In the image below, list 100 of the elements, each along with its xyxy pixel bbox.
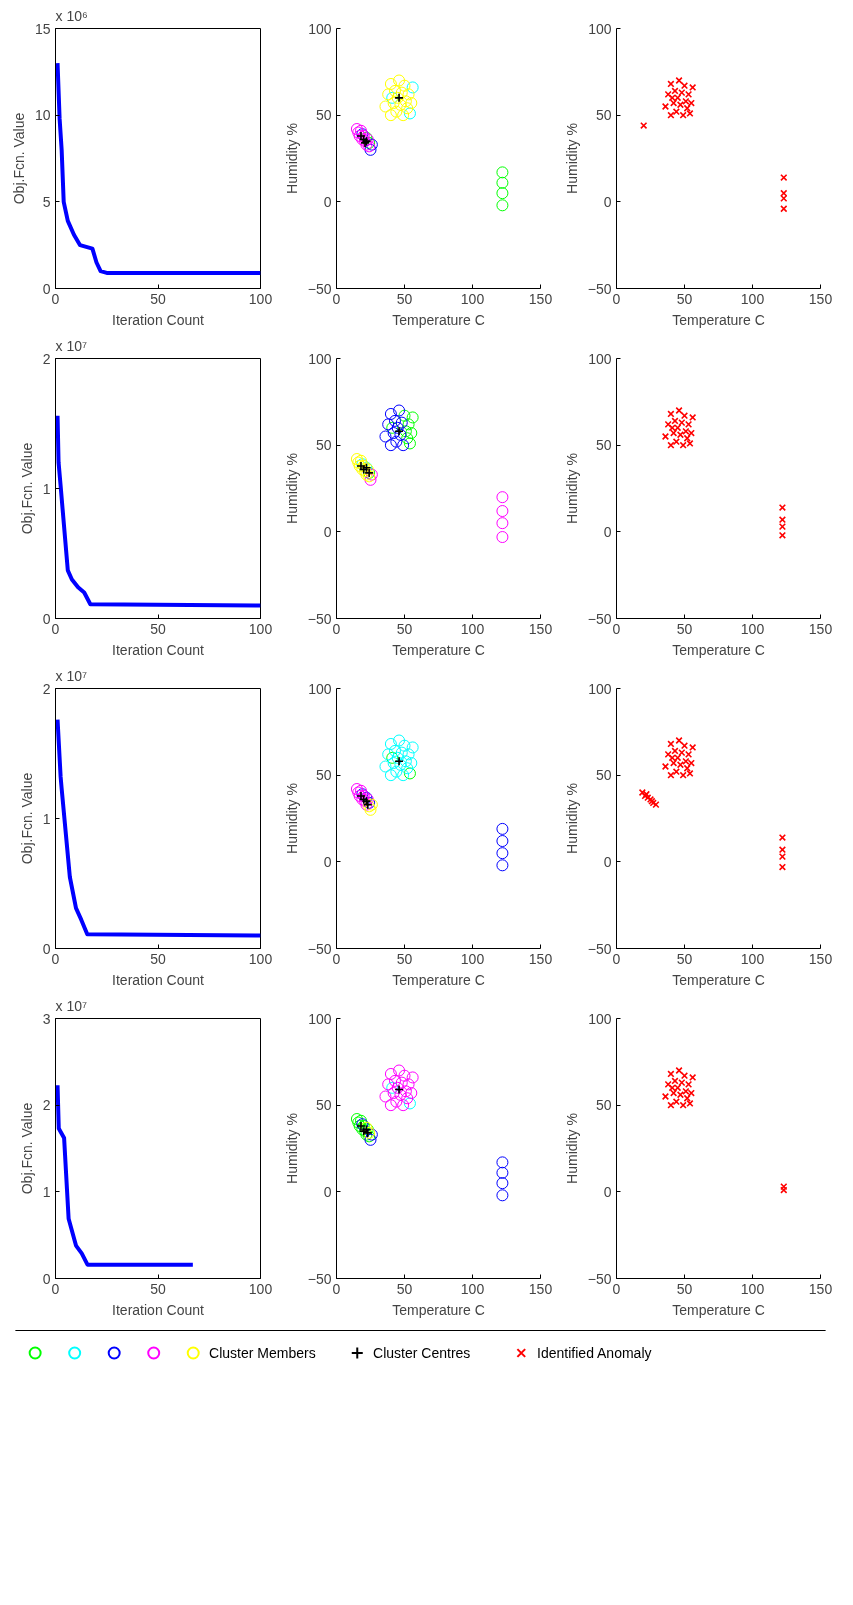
x-tick-label: 50 (150, 950, 166, 967)
y-tick-label: 3 (42, 1010, 51, 1027)
x-axis-title: Temperature C (392, 971, 485, 988)
legend-label: Identified Anomaly (537, 1345, 652, 1361)
x-tick-label: 50 (396, 1280, 413, 1297)
x-tick-label: 100 (740, 620, 765, 637)
y-tick-label: −50 (587, 280, 612, 297)
y-tick-label: 1 (42, 810, 51, 827)
x-tick-label: 50 (676, 950, 693, 967)
y-axis-title: Humidity % (283, 783, 300, 854)
y-tick-label: 0 (323, 853, 332, 870)
y-tick-label: 100 (588, 1010, 612, 1027)
x-tick-label: 100 (460, 620, 485, 637)
y-tick-label: 50 (595, 1097, 612, 1114)
y-tick-label: 50 (315, 1097, 332, 1114)
text: x 10⁷ (55, 667, 88, 684)
x-tick-label: 100 (248, 950, 273, 967)
y-tick-label: 10 (34, 107, 51, 124)
y-tick-label: −50 (587, 940, 612, 957)
y-tick-label: 1 (42, 1183, 51, 1200)
y-tick-label: 0 (603, 1183, 612, 1200)
x-axis-title: Temperature C (672, 311, 765, 328)
y-tick-label: 100 (308, 1010, 332, 1027)
y-tick-label: −50 (587, 610, 612, 627)
y-tick-label: 100 (588, 350, 612, 367)
x-tick-label: 50 (150, 1280, 166, 1297)
x-axis-title: Temperature C (672, 1301, 765, 1318)
x-tick-label: 150 (808, 620, 833, 637)
legend-label: Cluster Centres (373, 1345, 471, 1361)
x-tick-label: 50 (396, 620, 413, 637)
y-tick-label: 100 (588, 20, 612, 37)
y-tick-label: 5 (42, 193, 51, 210)
y-tick-label: −50 (307, 940, 332, 957)
y-axis-title: Obj.Fcn. Value (18, 442, 35, 535)
y-tick-label: 0 (603, 193, 612, 210)
y-tick-label: 50 (315, 767, 332, 784)
y-tick-label: 50 (315, 107, 332, 124)
x-tick-label: 150 (528, 950, 553, 967)
x-tick-label: 100 (740, 290, 765, 307)
y-tick-label: 50 (595, 437, 612, 454)
x-tick-label: 100 (740, 1280, 765, 1297)
y-axis-title: Humidity % (563, 123, 580, 194)
x-tick-label: 50 (396, 950, 413, 967)
text: x 10⁷ (55, 337, 88, 354)
y-axis-title: Humidity % (283, 123, 300, 194)
y-axis-title: Humidity % (563, 453, 580, 524)
y-tick-label: 0 (603, 853, 612, 870)
x-tick-label: 150 (528, 620, 553, 637)
text: x 10⁷ (55, 997, 88, 1014)
x-tick-label: 100 (248, 620, 273, 637)
y-tick-label: 50 (315, 437, 332, 454)
x-tick-label: 50 (150, 290, 166, 307)
x-axis-title: Iteration Count (112, 311, 205, 328)
y-tick-label: 0 (323, 193, 332, 210)
y-tick-label: −50 (307, 280, 332, 297)
y-tick-label: −50 (587, 1270, 612, 1287)
y-axis-title: Humidity % (283, 1113, 300, 1184)
x-tick-label: 150 (808, 950, 833, 967)
y-axis-title: Humidity % (563, 783, 580, 854)
x-tick-label: 50 (676, 1280, 693, 1297)
x-tick-label: 100 (248, 290, 273, 307)
y-axis-title: Obj.Fcn. Value (18, 772, 35, 865)
y-axis-title: Obj.Fcn. Value (10, 112, 27, 205)
y-tick-label: 0 (323, 523, 332, 540)
x-tick-label: 150 (528, 1280, 553, 1297)
x-tick-label: 50 (396, 290, 413, 307)
y-tick-label: 0 (323, 1183, 332, 1200)
x-tick-label: 100 (460, 290, 485, 307)
y-tick-label: 15 (34, 20, 51, 37)
y-tick-label: 2 (42, 1097, 51, 1114)
y-tick-label: 2 (42, 350, 51, 367)
x-tick-label: 150 (808, 1280, 833, 1297)
y-tick-label: 0 (603, 523, 612, 540)
x-tick-label: 150 (528, 290, 553, 307)
x-tick-label: 50 (676, 290, 693, 307)
legend-label: Cluster Members (209, 1345, 316, 1361)
y-tick-label: 50 (595, 767, 612, 784)
x-tick-label: 50 (676, 620, 693, 637)
text: x 10⁶ (55, 7, 88, 24)
x-tick-label: 50 (150, 620, 166, 637)
x-axis-title: Temperature C (672, 641, 765, 658)
y-axis-title: Humidity % (283, 453, 300, 524)
y-tick-label: 100 (308, 20, 332, 37)
x-axis-title: Iteration Count (112, 641, 205, 658)
x-axis-title: Temperature C (392, 641, 485, 658)
x-axis-title: Iteration Count (112, 971, 205, 988)
y-tick-label: 2 (42, 680, 51, 697)
x-tick-label: 150 (808, 290, 833, 307)
x-axis-title: Temperature C (672, 971, 765, 988)
x-axis-title: Temperature C (392, 311, 485, 328)
y-axis-title: Obj.Fcn. Value (18, 1102, 35, 1195)
x-axis-title: Temperature C (392, 1301, 485, 1318)
x-tick-label: 100 (460, 950, 485, 967)
y-tick-label: 100 (308, 680, 332, 697)
x-tick-label: 100 (460, 1280, 485, 1297)
y-tick-label: −50 (307, 1270, 332, 1287)
y-tick-label: 100 (588, 680, 612, 697)
x-axis-title: Iteration Count (112, 1301, 205, 1318)
x-tick-label: 100 (740, 950, 765, 967)
x-tick-label: 100 (248, 1280, 273, 1297)
